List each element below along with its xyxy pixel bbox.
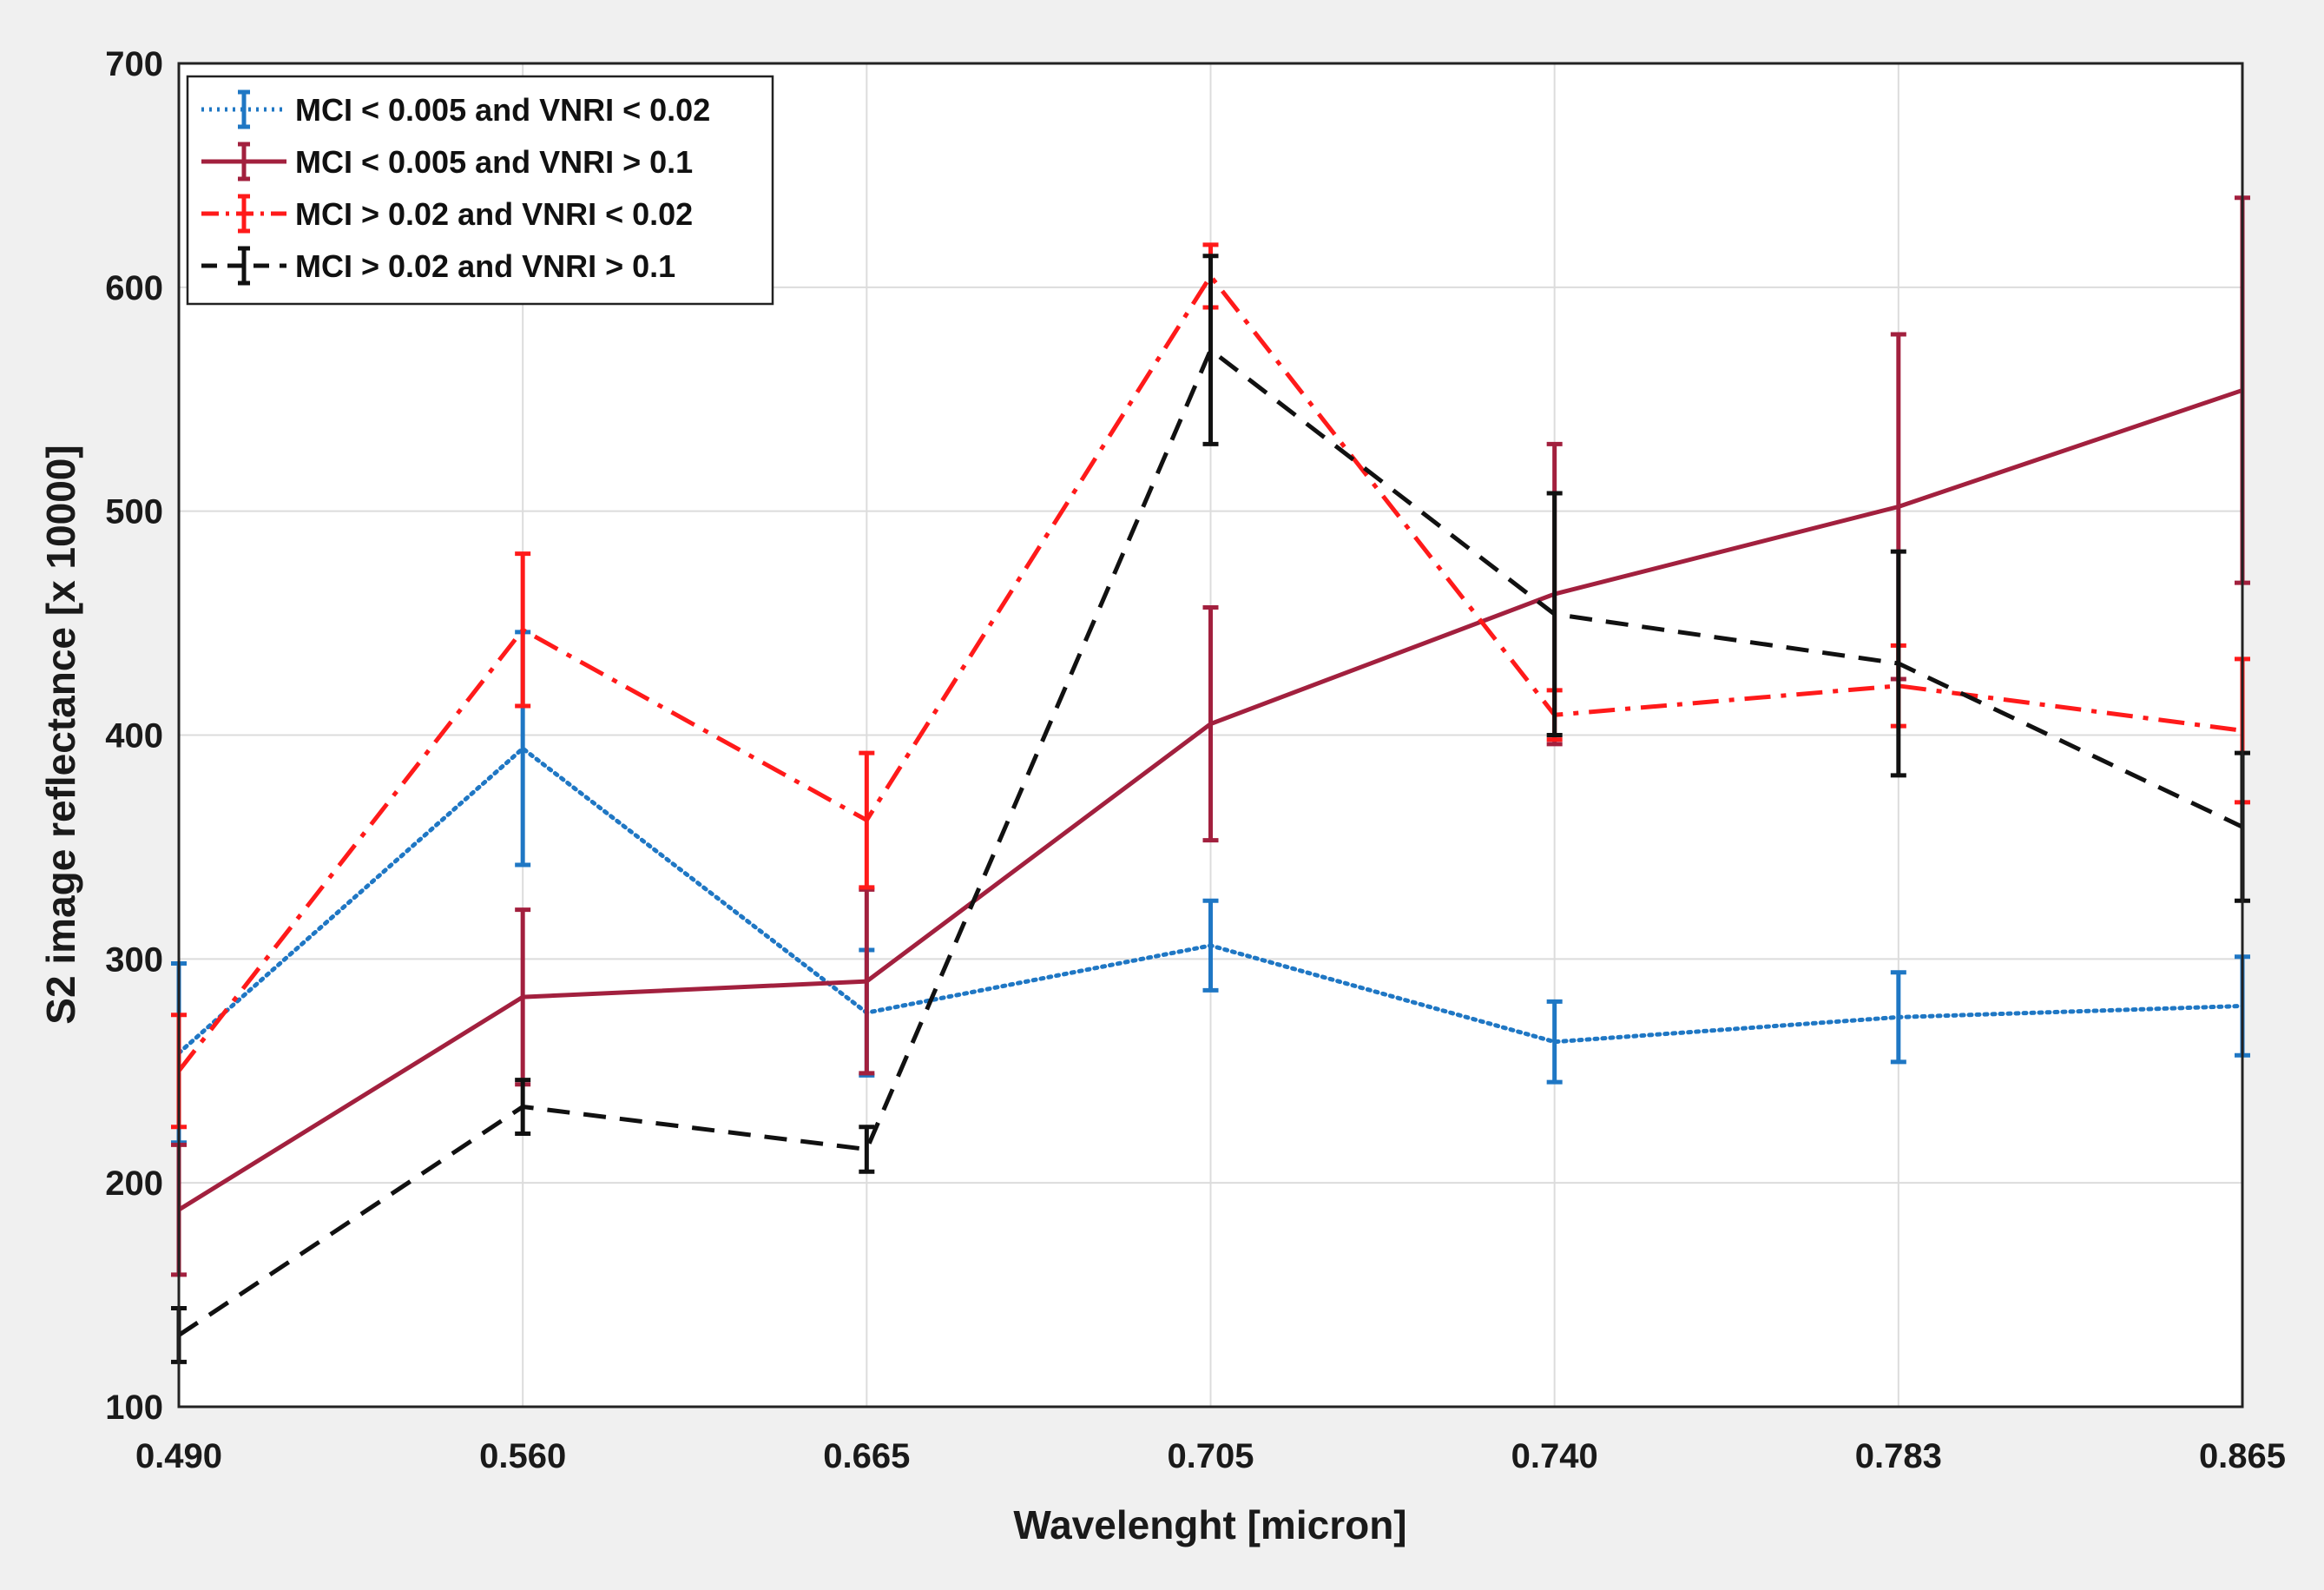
legend-entry: MCI < 0.005 and VNRI < 0.02: [201, 89, 710, 129]
error-bar: [1890, 549, 1906, 778]
error-bar: [515, 551, 531, 709]
error-bar: [1890, 970, 1906, 1065]
x-axis-title: Wavelenght [micron]: [1013, 1502, 1406, 1547]
legend-label: MCI > 0.02 and VNRI > 0.1: [295, 248, 675, 284]
legend-label: MCI < 0.005 and VNRI > 0.1: [295, 144, 693, 180]
x-tick-label: 0.560: [479, 1437, 566, 1475]
legend-entry: MCI > 0.02 and VNRI < 0.02: [201, 194, 693, 234]
legend-entry: MCI < 0.005 and VNRI > 0.1: [201, 142, 693, 181]
legend-label: MCI > 0.02 and VNRI < 0.02: [295, 196, 693, 232]
error-bar: [1202, 254, 1219, 446]
error-bar: [1546, 999, 1563, 1085]
error-bar: [859, 1125, 875, 1174]
y-tick-label: 300: [105, 940, 163, 979]
legend-label: MCI < 0.005 and VNRI < 0.02: [295, 92, 710, 128]
x-tick-label: 0.740: [1511, 1437, 1598, 1475]
error-bar: [515, 1078, 531, 1136]
error-bar: [859, 887, 875, 1076]
y-axis-title: S2 image reflectance [x 10000]: [38, 445, 83, 1024]
y-tick-label: 600: [105, 269, 163, 307]
series-layer: [171, 195, 2250, 1364]
error-bar: [859, 750, 875, 890]
x-tick-label: 0.865: [2199, 1437, 2286, 1475]
y-tick-label: 200: [105, 1164, 163, 1203]
legend: MCI < 0.005 and VNRI < 0.02 MCI < 0.005 a…: [186, 75, 774, 306]
x-tick-label: 0.665: [823, 1437, 910, 1475]
y-tick-labels: 100 200 300 400 500 600 700: [105, 45, 163, 1427]
error-bar: [1546, 491, 1563, 737]
x-tick-label: 0.705: [1167, 1437, 1254, 1475]
y-tick-label: 400: [105, 717, 163, 755]
y-tick-label: 700: [105, 45, 163, 83]
error-bar: [1202, 605, 1219, 843]
legend-entry: MCI > 0.02 and VNRI > 0.1: [201, 246, 675, 286]
x-tick-labels: 0.490 0.560 0.665 0.705 0.740 0.783 0.865: [135, 1437, 2286, 1475]
plot-frame: [177, 62, 2244, 1409]
error-bar: [1202, 898, 1219, 993]
y-tick-label: 100: [105, 1389, 163, 1427]
x-tick-label: 0.490: [135, 1437, 222, 1475]
x-tick-label: 0.783: [1855, 1437, 1942, 1475]
y-tick-label: 500: [105, 493, 163, 531]
